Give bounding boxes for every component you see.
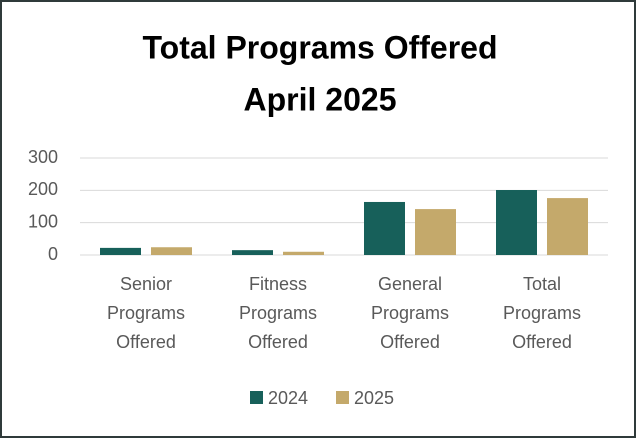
bar xyxy=(283,251,324,255)
y-tick-label: 100 xyxy=(28,211,58,231)
x-tick-label: Fitness Programs Offered xyxy=(238,274,318,352)
chart-subtitle: April 2025 xyxy=(244,81,397,117)
x-tick-label: General Programs Offered xyxy=(370,274,450,352)
bar xyxy=(415,209,456,255)
y-tick-label: 0 xyxy=(48,244,58,264)
bar xyxy=(364,201,405,255)
bar xyxy=(232,250,273,255)
legend-label: 2024 xyxy=(268,388,308,408)
legend-label: 2025 xyxy=(354,388,394,408)
legend-swatch xyxy=(250,391,263,404)
bar xyxy=(151,247,192,255)
legend-swatch xyxy=(336,391,349,404)
chart-title: Total Programs Offered xyxy=(142,29,497,65)
x-tick-label: Senior Programs Offered xyxy=(106,274,186,352)
bar xyxy=(496,190,537,255)
x-tick-label: Total Programs Offered xyxy=(502,274,582,352)
bar xyxy=(100,247,141,255)
y-tick-label: 200 xyxy=(28,179,58,199)
y-tick-label: 300 xyxy=(28,147,58,167)
bar xyxy=(547,198,588,255)
